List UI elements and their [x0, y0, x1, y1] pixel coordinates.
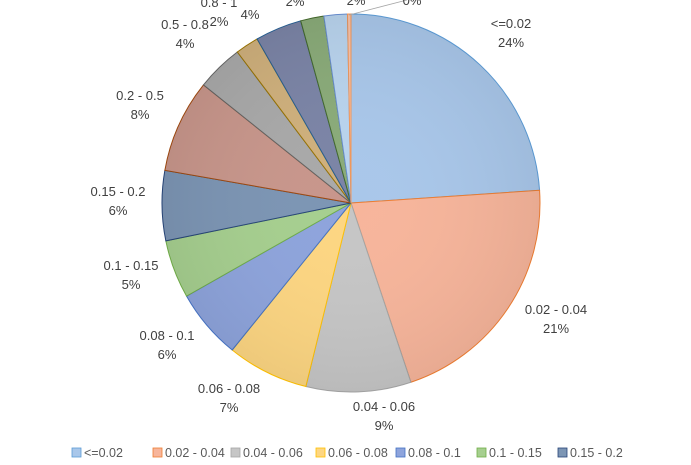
slice-percent-label: 9%: [375, 418, 394, 433]
legend-swatch: [152, 447, 163, 458]
pie-slices: [161, 13, 541, 393]
legend-swatch: [476, 447, 487, 458]
legend-swatch: [230, 447, 241, 458]
slice-category-label: 0.06 - 0.08: [198, 381, 260, 396]
slice-category-label: 0.08 - 0.1: [140, 328, 195, 343]
slice-category-label: 0.8 - 1: [201, 0, 238, 10]
slice-percent-label: 6%: [109, 203, 128, 218]
legend-swatch: [315, 447, 326, 458]
slice-percent-label: 2%: [347, 0, 366, 8]
slice-percent-label: 4%: [241, 7, 260, 22]
legend-label: <=0.02: [84, 446, 123, 460]
slice-percent-label: 0%: [403, 0, 422, 8]
slice-labels: <=0.02 24% 0.02 - 0.04 21% 0.04 - 0.06 9% 0.06…: [91, 0, 587, 433]
legend-label: 0.1 - 0.15: [489, 446, 542, 460]
legend-label: 0.04 - 0.06: [243, 446, 303, 460]
slice-category-label: 0.15 - 0.2: [91, 184, 146, 199]
legend-label: 0.02 - 0.04: [165, 446, 225, 460]
legend-swatch: [395, 447, 406, 458]
slice-percent-label: 4%: [176, 36, 195, 51]
slice-category-label: 0.02 - 0.04: [525, 302, 587, 317]
legend-swatch: [557, 447, 568, 458]
legend-label: 0.15 - 0.2: [570, 446, 623, 460]
slice-percent-label: 2%: [286, 0, 305, 9]
slice-percent-label: 7%: [220, 400, 239, 415]
slice-category-label: 0.04 - 0.06: [353, 399, 415, 414]
slice-percent-label: 8%: [131, 107, 150, 122]
slice-percent-label: 24%: [498, 35, 524, 50]
slice-category-label: 0.1 - 0.15: [104, 258, 159, 273]
slice-percent-label: 21%: [543, 321, 569, 336]
legend-swatch: [71, 447, 82, 458]
slice-percent-label: 2%: [210, 14, 229, 29]
legend: <=0.02 0.02 - 0.04 0.04 - 0.06 0.06 - 0.08 0…: [71, 446, 623, 460]
leader-line: [348, 0, 408, 16]
legend-label: 0.08 - 0.1: [408, 446, 461, 460]
slice-category-label: 0.5 - 0.8: [161, 17, 209, 32]
legend-label: 0.06 - 0.08: [328, 446, 388, 460]
slice-percent-label: 6%: [158, 347, 177, 362]
slice-category-label: 0.2 - 0.5: [116, 88, 164, 103]
slice-percent-label: 5%: [122, 277, 141, 292]
slice-category-label: <=0.02: [491, 16, 532, 31]
